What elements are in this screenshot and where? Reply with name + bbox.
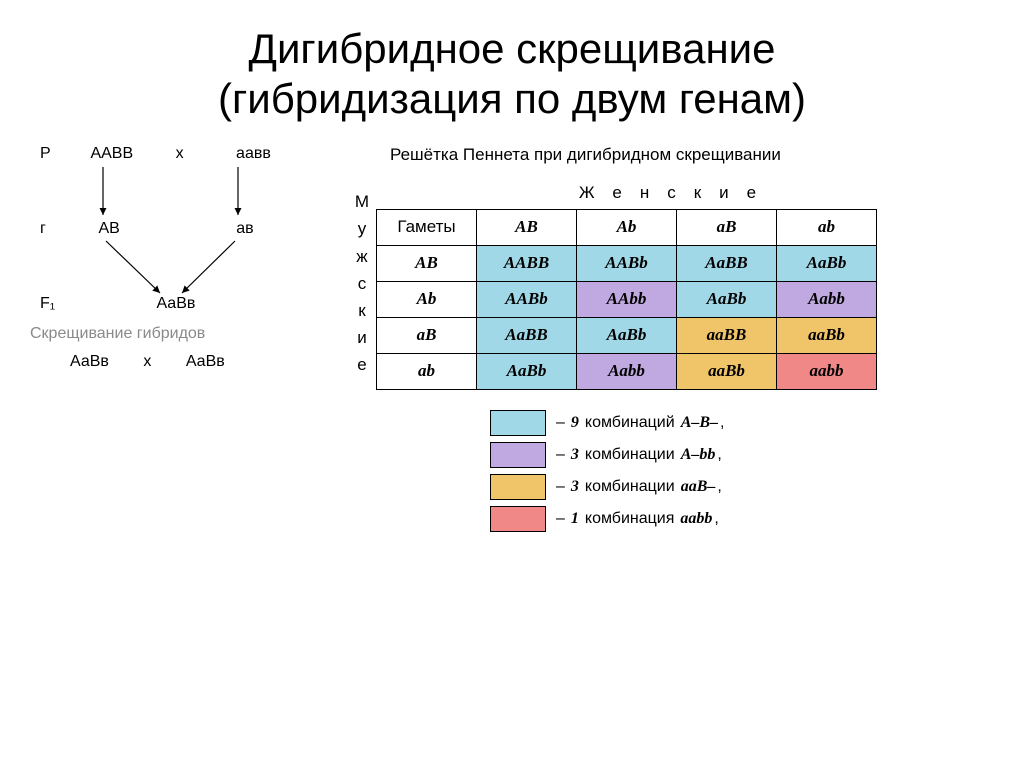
legend-text: – 1 комбинация aabb , <box>556 510 719 528</box>
punnett-cell: AaBb <box>677 281 777 317</box>
f1-row: F₁ АаВв <box>40 295 195 313</box>
col-gamete: Ab <box>577 209 677 245</box>
g-gamete-2: ав <box>236 220 253 237</box>
col-gamete: ab <box>777 209 877 245</box>
content-area: P ААВВ х аавв г АВ ав F₁ АаВв Скрещивани… <box>0 125 1024 538</box>
hybrid-genotype-1: АаВв <box>70 353 109 370</box>
punnett-title: Решётка Пеннета при дигибридном скрещива… <box>390 145 994 165</box>
legend: – 9 комбинаций A–B– , – 3 комбинации A–bb… <box>490 410 994 532</box>
hybrid-genotype-2: АаВв <box>186 353 225 370</box>
legend-row: – 3 комбинации aaB– , <box>490 474 994 500</box>
hybrid-cross-x: х <box>143 353 151 370</box>
punnett-cell: AaBB <box>477 317 577 353</box>
p-generation-row: P ААВВ х аавв <box>40 145 271 163</box>
male-axis-label: Мужские <box>350 177 376 390</box>
gametes-header: Гаметы <box>377 209 477 245</box>
punnett-cell: AaBb <box>577 317 677 353</box>
p-genotype-1: ААВВ <box>90 145 133 162</box>
punnett-square: Женские Гаметы ABAbaBab ABAABBAABbAaBBAa… <box>376 177 877 390</box>
legend-swatch <box>490 410 546 436</box>
f1-label: F₁ <box>40 295 68 313</box>
row-gamete: AB <box>377 245 477 281</box>
punnett-cell: AaBB <box>677 245 777 281</box>
punnett-corner <box>377 177 477 210</box>
punnett-wrap: Мужские Женские Гаметы ABAbaBab ABAABBAA… <box>350 177 994 390</box>
title-line-1: Дигибридное скрещивание <box>249 25 776 72</box>
punnett-cell: aaBb <box>777 317 877 353</box>
punnett-cell: AaBb <box>777 245 877 281</box>
female-axis-label: Женские <box>477 177 877 210</box>
legend-text: – 3 комбинации aaB– , <box>556 478 722 496</box>
legend-row: – 3 комбинации A–bb , <box>490 442 994 468</box>
punnett-cell: AAbb <box>577 281 677 317</box>
row-gamete: aB <box>377 317 477 353</box>
row-gamete: Ab <box>377 281 477 317</box>
legend-text: – 9 комбинаций A–B– , <box>556 414 724 432</box>
col-gamete: aB <box>677 209 777 245</box>
punnett-cell: aaBB <box>677 317 777 353</box>
punnett-cell: Aabb <box>577 353 677 389</box>
col-gamete: AB <box>477 209 577 245</box>
punnett-cell: AaBb <box>477 353 577 389</box>
cross-diagram-panel: P ААВВ х аавв г АВ ав F₁ АаВв Скрещивани… <box>30 145 310 538</box>
legend-swatch <box>490 506 546 532</box>
p-genotype-2: аавв <box>236 145 271 162</box>
legend-swatch <box>490 474 546 500</box>
row-gamete: ab <box>377 353 477 389</box>
gamete-row: г АВ ав <box>40 220 254 238</box>
page-title: Дигибридное скрещивание (гибридизация по… <box>0 0 1024 125</box>
legend-row: – 9 комбинаций A–B– , <box>490 410 994 436</box>
cross-diagram: P ААВВ х аавв г АВ ав F₁ АаВв Скрещивани… <box>30 145 310 405</box>
punnett-cell: Aabb <box>777 281 877 317</box>
legend-row: – 1 комбинация aabb , <box>490 506 994 532</box>
punnett-cell: aaBb <box>677 353 777 389</box>
punnett-cell: AABB <box>477 245 577 281</box>
hybrid-cross-label: Скрещивание гибридов <box>30 325 205 343</box>
hybrid-cross-row: АаВв х АаВв <box>70 353 225 371</box>
g-gamete-1: АВ <box>98 220 119 237</box>
punnett-panel: Решётка Пеннета при дигибридном скрещива… <box>350 145 994 538</box>
legend-swatch <box>490 442 546 468</box>
p-label: P <box>40 145 68 163</box>
legend-text: – 3 комбинации A–bb , <box>556 446 722 464</box>
punnett-cell: AABb <box>577 245 677 281</box>
g-label: г <box>40 220 68 238</box>
punnett-cell: aabb <box>777 353 877 389</box>
title-line-2: (гибридизация по двум генам) <box>218 75 806 122</box>
punnett-cell: AABb <box>477 281 577 317</box>
f1-genotype: АаВв <box>156 295 195 312</box>
p-cross-x: х <box>176 145 184 162</box>
